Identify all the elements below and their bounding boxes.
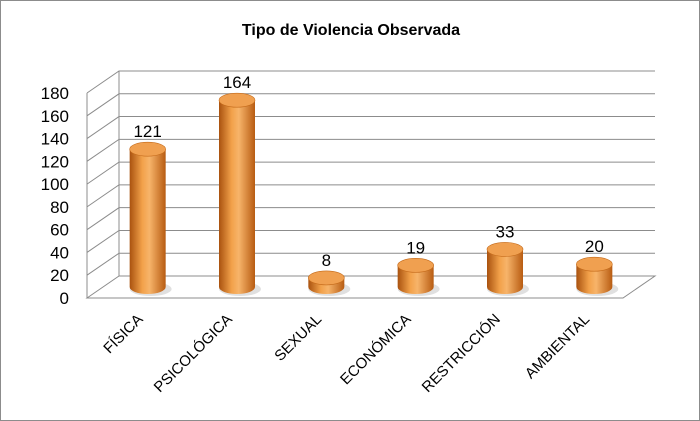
y-tick-label: 0 — [60, 289, 69, 308]
gridline — [86, 229, 655, 253]
gridline — [86, 184, 655, 208]
data-label: 19 — [406, 238, 425, 257]
bar — [486, 242, 529, 296]
gridline — [86, 207, 655, 231]
data-label: 121 — [133, 122, 161, 141]
y-tick-label: 80 — [50, 198, 69, 217]
chart-title: Tipo de Violencia Observada — [242, 22, 460, 39]
bar-body — [576, 264, 613, 294]
y-tick-label: 180 — [41, 84, 69, 103]
bar-body — [397, 265, 434, 294]
data-labels: 121 164 8 19 33 20 — [133, 73, 603, 270]
bar-cap — [397, 258, 434, 273]
x-tick-label: RESTRICCIÓN — [419, 311, 504, 396]
gridline — [86, 252, 655, 276]
gridline — [86, 93, 655, 117]
data-label: 164 — [223, 73, 251, 92]
x-tick-label: ECONÓMICA — [337, 311, 414, 388]
y-axis-ticks: 0 20 40 60 80 100 120 140 160 180 — [41, 84, 69, 308]
bar-cap — [129, 141, 166, 157]
x-axis-categories: FÍSICA PSICOLÓGICA SEXUAL ECONÓMICA RESTRICC… — [100, 311, 593, 396]
gridline — [86, 70, 655, 94]
x-tick-label: FÍSICA — [100, 311, 146, 357]
x-tick-label: SEXUAL — [271, 311, 325, 365]
x-tick-label: AMBIENTAL — [522, 311, 593, 382]
gridline — [86, 161, 655, 185]
bar-cap — [486, 242, 524, 257]
data-label: 33 — [496, 222, 515, 241]
data-label: 8 — [322, 251, 331, 270]
y-tick-label: 20 — [50, 266, 69, 285]
bar — [397, 258, 440, 296]
bar — [576, 256, 619, 296]
y-tick-label: 100 — [41, 175, 69, 194]
y-tick-label: 140 — [41, 130, 69, 149]
bar-body — [219, 100, 255, 294]
y-tick-label: 120 — [41, 152, 69, 171]
y-tick-label: 160 — [41, 107, 69, 126]
bar-cap — [308, 270, 345, 286]
bar — [308, 270, 351, 296]
grid — [85, 70, 657, 299]
data-label: 20 — [585, 237, 604, 256]
bar — [218, 92, 261, 296]
bar — [129, 141, 172, 296]
y-tick-label: 40 — [50, 243, 69, 262]
chart-floor — [85, 275, 657, 299]
bar-cap — [576, 256, 613, 272]
x-tick-label: PSICOLÓGICA — [151, 311, 236, 396]
gridline — [86, 138, 655, 162]
gridline — [86, 116, 655, 139]
bars — [129, 92, 619, 296]
y-tick-label: 60 — [50, 221, 69, 240]
bar-cap — [218, 92, 256, 108]
bar-body — [129, 149, 166, 294]
bar-body — [487, 249, 523, 294]
